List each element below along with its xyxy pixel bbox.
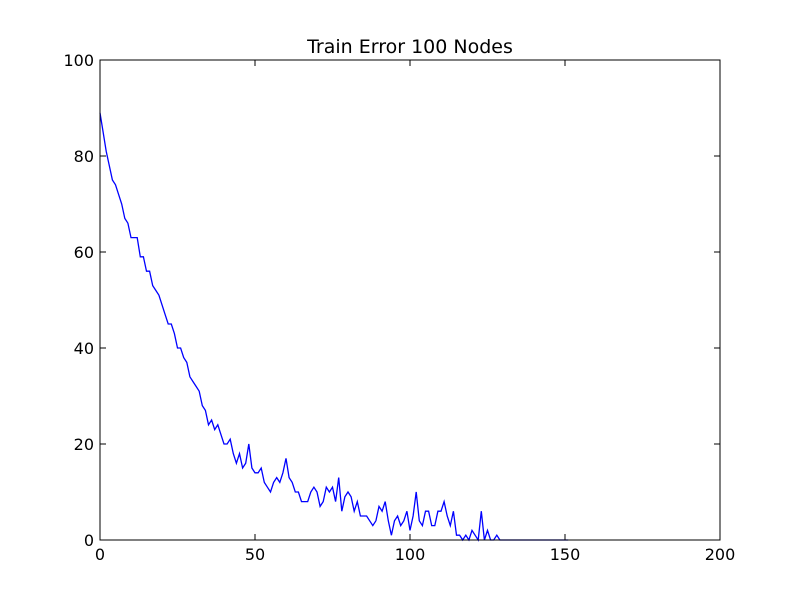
x-tick-label: 200	[705, 545, 736, 564]
plot-frame	[99, 59, 721, 541]
x-tick-label: 50	[245, 545, 265, 564]
x-tick-label: 100	[395, 545, 426, 564]
x-tick-label: 0	[95, 545, 105, 564]
chart-title: Train Error 100 Nodes	[306, 36, 513, 58]
y-tick-label: 80	[74, 147, 94, 166]
y-tick-label: 40	[74, 339, 94, 358]
series-line	[99, 112, 569, 542]
y-tick-label: 20	[74, 435, 94, 454]
axis-tick-labels: 0 50 100 150 200 0 20 40 60 80 100	[63, 51, 735, 564]
y-tick-label: 60	[74, 243, 94, 262]
x-tick-label: 150	[550, 545, 581, 564]
y-tick-label: 100	[63, 51, 94, 70]
y-tick-label: 0	[84, 531, 94, 550]
